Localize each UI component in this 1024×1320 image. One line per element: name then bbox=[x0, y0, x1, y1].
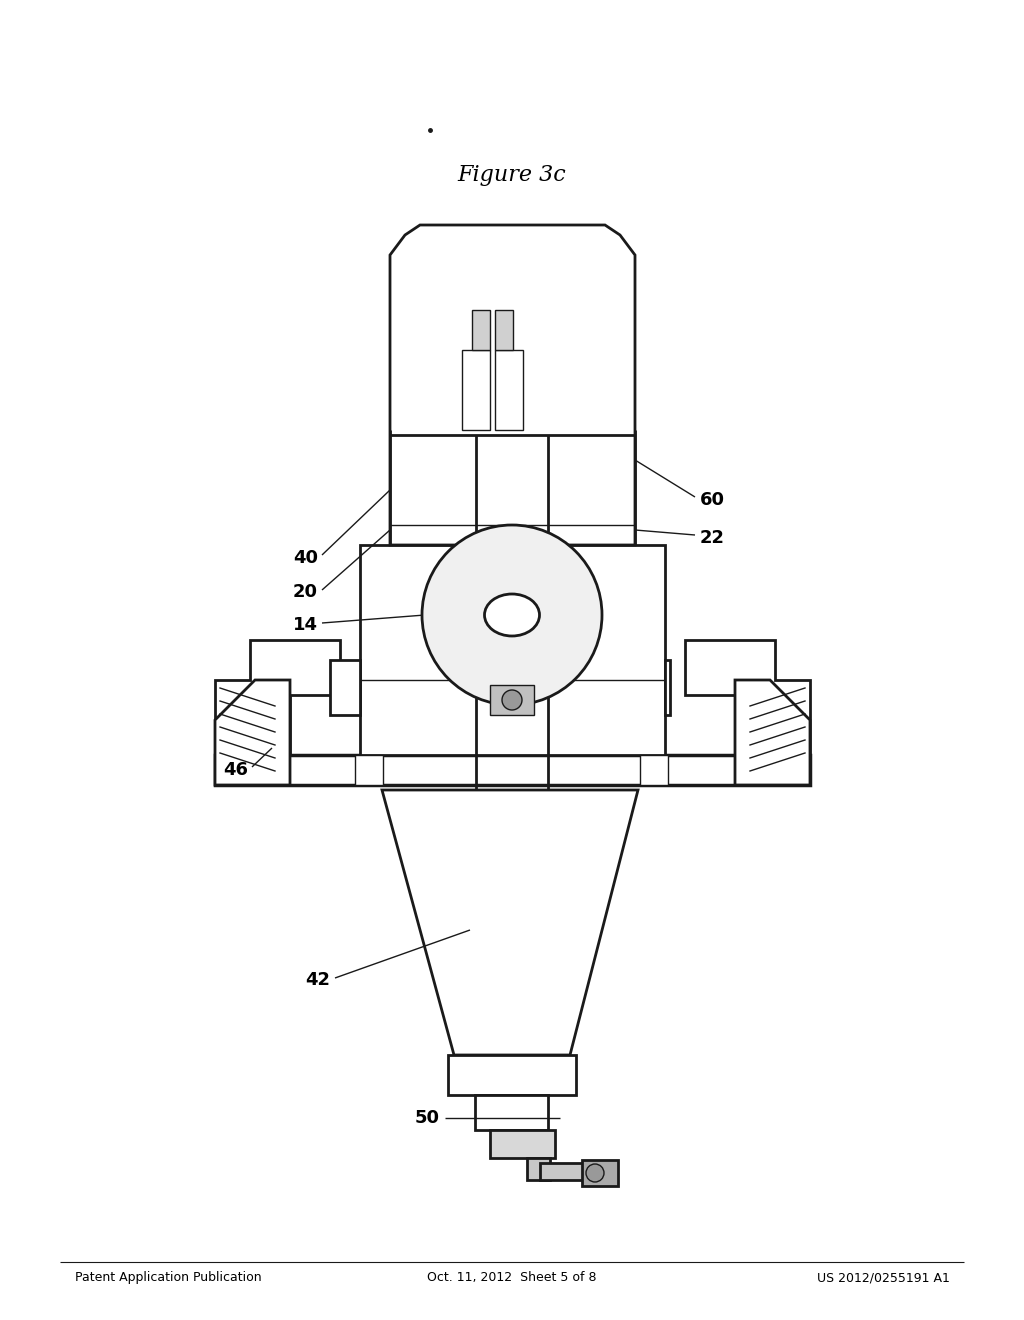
Text: 50: 50 bbox=[415, 1109, 440, 1127]
Bar bbox=[462, 350, 490, 430]
Bar bbox=[360, 545, 665, 755]
Bar bbox=[330, 660, 360, 715]
Bar bbox=[490, 1130, 555, 1158]
Circle shape bbox=[422, 525, 602, 705]
Circle shape bbox=[502, 690, 522, 710]
Text: Oct. 11, 2012  Sheet 5 of 8: Oct. 11, 2012 Sheet 5 of 8 bbox=[427, 1271, 597, 1284]
Polygon shape bbox=[685, 640, 810, 785]
Text: 60: 60 bbox=[700, 491, 725, 510]
Bar bbox=[495, 350, 523, 430]
Bar bbox=[582, 1160, 618, 1185]
Bar bbox=[490, 685, 534, 715]
Polygon shape bbox=[390, 224, 635, 545]
Circle shape bbox=[586, 1164, 604, 1181]
Polygon shape bbox=[382, 789, 638, 1055]
Bar bbox=[495, 310, 513, 350]
Polygon shape bbox=[215, 680, 290, 785]
Text: 14: 14 bbox=[293, 616, 318, 634]
Bar bbox=[355, 755, 383, 785]
Ellipse shape bbox=[484, 594, 540, 636]
Bar bbox=[540, 1163, 590, 1180]
Bar bbox=[449, 1055, 575, 1096]
Text: 20: 20 bbox=[293, 583, 318, 601]
Text: Patent Application Publication: Patent Application Publication bbox=[75, 1271, 261, 1284]
Polygon shape bbox=[735, 680, 810, 785]
Text: Figure 3c: Figure 3c bbox=[458, 164, 566, 186]
Text: US 2012/0255191 A1: US 2012/0255191 A1 bbox=[817, 1271, 950, 1284]
Bar bbox=[475, 1096, 548, 1130]
Text: 22: 22 bbox=[700, 529, 725, 546]
Text: 46: 46 bbox=[223, 762, 248, 779]
Bar bbox=[665, 660, 670, 715]
Polygon shape bbox=[215, 640, 340, 785]
Bar bbox=[640, 755, 668, 785]
Text: 42: 42 bbox=[305, 972, 330, 989]
Text: 40: 40 bbox=[293, 549, 318, 568]
Bar bbox=[527, 1158, 550, 1180]
Bar bbox=[215, 755, 810, 785]
Bar bbox=[472, 310, 490, 350]
